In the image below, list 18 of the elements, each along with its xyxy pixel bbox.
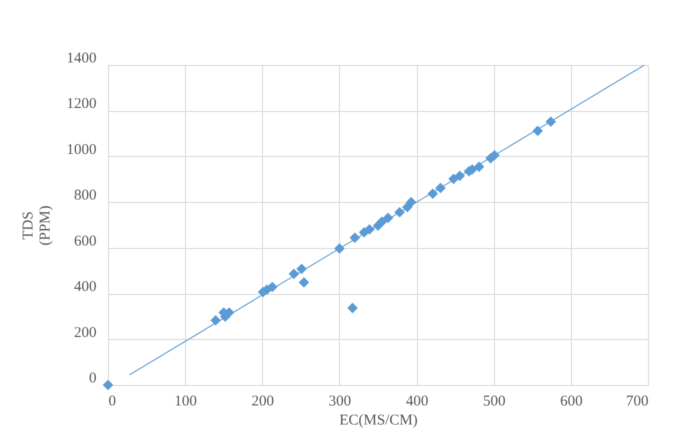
y-tick-label: 800 [74,188,96,204]
y-tick-label: 1200 [66,96,96,112]
x-tick-label: 700 [626,394,648,410]
y-tick-label: 1000 [66,142,96,158]
y-axis-title: TDS (PPM) [20,205,54,246]
y-tick-label: 400 [74,279,96,296]
x-tick-label: 200 [252,394,274,410]
x-tick-label: 500 [482,394,506,410]
x-tick-label: 0 [108,394,116,410]
y-tick-label: 200 [74,324,96,341]
x-axis-title: EC(MS/CM) [339,412,418,428]
x-tick-label: 100 [174,394,197,410]
x-tick-label: 400 [406,394,428,410]
y-tick-label: 0 [89,370,96,386]
x-tick-label: 600 [560,394,583,410]
y-tick-label: 1400 [66,50,96,66]
x-tick-label: 300 [328,394,352,410]
y-tick-label: 600 [74,233,96,250]
